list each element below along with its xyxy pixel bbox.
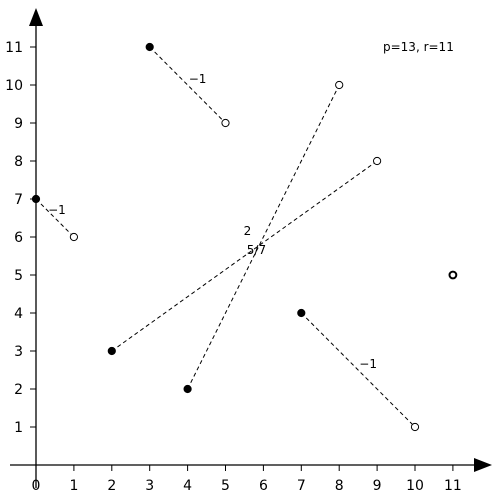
x-tick-label: 11: [444, 478, 462, 494]
x-tick-label: 9: [373, 478, 382, 494]
closed-endpoint: [183, 384, 192, 394]
points: [31, 42, 458, 432]
segment: [111, 160, 378, 352]
closed-endpoint: [145, 42, 154, 52]
closed-endpoint: [107, 346, 116, 356]
segment: [35, 198, 75, 238]
x-tick-label: 4: [183, 478, 192, 494]
segment: [149, 46, 226, 124]
isolated-point: [448, 270, 458, 280]
segments: −1−15/72−1: [35, 46, 416, 428]
slope-label: −1: [359, 357, 377, 371]
x-tick-label: 1: [69, 478, 78, 494]
x-tick-label: 3: [145, 478, 154, 494]
segment: [300, 312, 416, 428]
y-tick-label: 6: [14, 230, 23, 246]
open-endpoint: [221, 118, 230, 128]
open-endpoint: [69, 232, 79, 242]
x-axis-arrow: [474, 458, 492, 472]
x-tick-label: 10: [406, 478, 424, 494]
slope-label: −1: [189, 72, 207, 86]
y-tick-label: 11: [5, 40, 23, 56]
open-endpoint: [373, 156, 382, 166]
x-tick-label: 8: [335, 478, 344, 494]
closed-endpoint: [31, 194, 41, 204]
y-tick-label: 2: [14, 382, 23, 398]
open-endpoint: [410, 422, 420, 432]
y-tick-label: 10: [5, 78, 23, 94]
y-axis-arrow: [29, 8, 43, 26]
caption: p=13, r=11: [383, 40, 454, 54]
x-tick-label: 2: [107, 478, 116, 494]
y-tick-label: 8: [14, 154, 23, 170]
segment: [187, 84, 340, 390]
y-tick-label: 4: [14, 306, 23, 322]
slope-label: −1: [48, 203, 66, 217]
open-endpoint: [335, 80, 344, 90]
y-tick-label: 3: [14, 344, 23, 360]
y-tick-label: 9: [14, 116, 23, 132]
y-tick-label: 5: [14, 268, 23, 284]
x-tick-label: 6: [259, 478, 268, 494]
y-tick-label: 7: [14, 192, 23, 208]
x-tick-label: 0: [32, 478, 41, 494]
x-tick-label: 7: [297, 478, 306, 494]
axes: [10, 8, 492, 488]
slope-label: 2: [244, 224, 252, 238]
x-tick-label: 5: [221, 478, 230, 494]
y-tick-label: 1: [14, 420, 23, 436]
closed-endpoint: [297, 308, 306, 318]
